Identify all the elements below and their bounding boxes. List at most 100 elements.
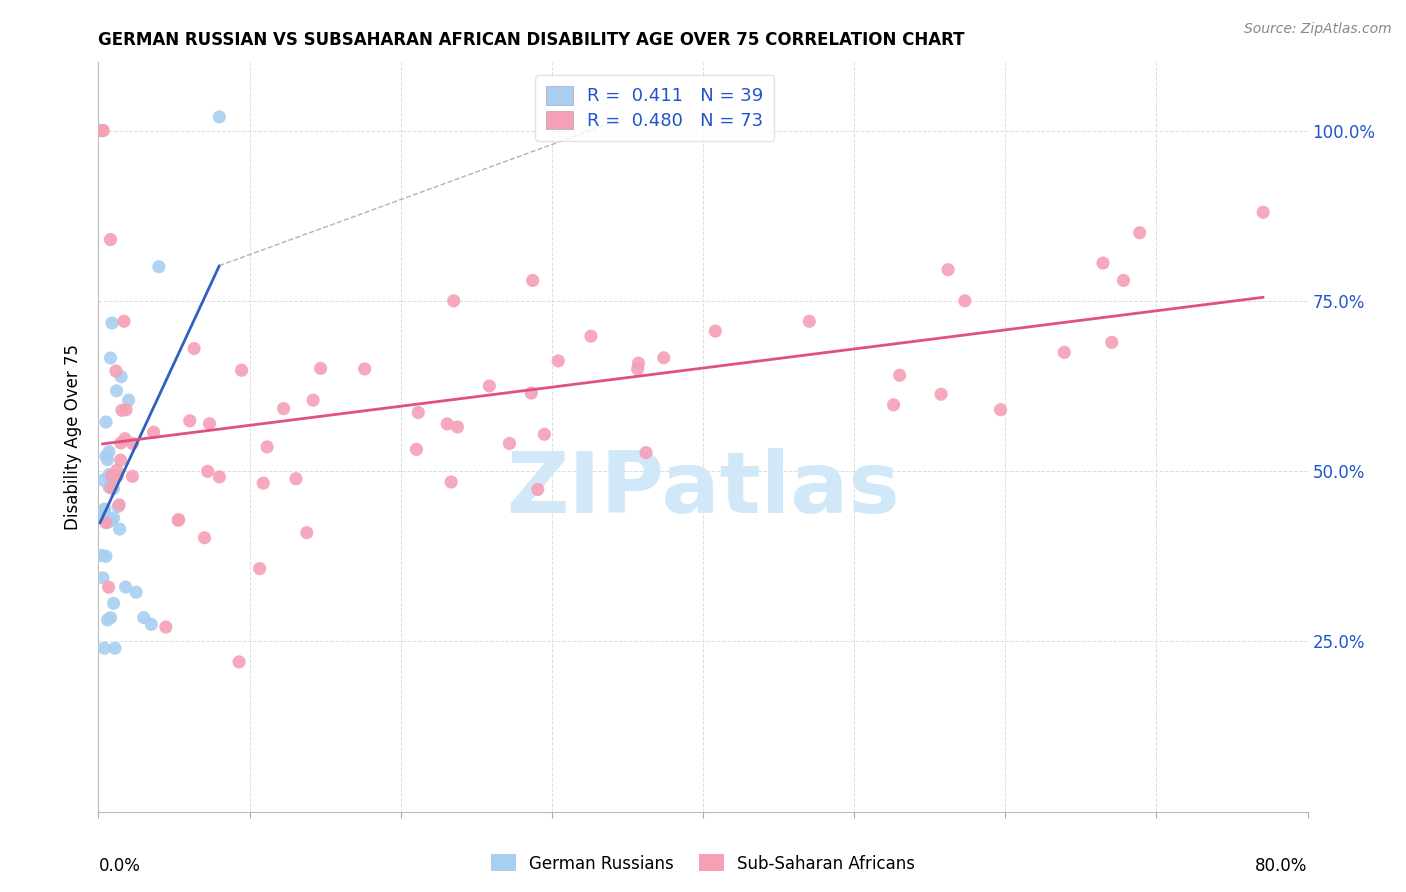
Text: 80.0%: 80.0% — [1256, 856, 1308, 875]
Point — [96, 613, 118, 627]
Point — [208, 110, 231, 124]
Point — [652, 351, 675, 365]
Point — [231, 363, 253, 377]
Point — [1251, 205, 1274, 219]
Point — [91, 473, 114, 487]
Point — [108, 498, 131, 512]
Point — [105, 384, 128, 398]
Point — [96, 514, 118, 528]
Point — [93, 641, 115, 656]
Point — [990, 402, 1012, 417]
Point — [627, 362, 650, 376]
Point — [94, 449, 117, 463]
Point — [100, 468, 122, 483]
Point — [103, 511, 125, 525]
Point — [443, 293, 465, 308]
Point — [155, 620, 177, 634]
Point — [94, 549, 117, 564]
Point — [440, 475, 463, 489]
Point — [107, 500, 129, 514]
Point — [110, 453, 132, 467]
Point — [100, 351, 122, 365]
Point — [256, 440, 278, 454]
Point — [953, 293, 976, 308]
Point — [1092, 256, 1115, 270]
Point — [100, 481, 122, 495]
Point — [110, 369, 132, 384]
Point — [1101, 335, 1123, 350]
Point — [98, 467, 121, 482]
Point — [302, 393, 325, 408]
Point — [883, 398, 905, 412]
Point — [547, 354, 569, 368]
Point — [889, 368, 911, 383]
Point — [167, 513, 190, 527]
Point — [93, 502, 115, 516]
Point — [94, 516, 117, 530]
Point — [114, 432, 136, 446]
Point — [96, 516, 118, 530]
Point — [285, 472, 308, 486]
Point — [634, 445, 657, 459]
Point — [405, 442, 427, 457]
Point — [520, 386, 543, 401]
Point — [96, 452, 118, 467]
Point — [90, 508, 112, 522]
Point — [105, 463, 128, 477]
Point — [929, 387, 952, 401]
Point — [273, 401, 295, 416]
Point — [436, 417, 458, 431]
Point — [104, 641, 127, 656]
Point — [141, 617, 163, 632]
Point — [498, 436, 520, 450]
Point — [148, 260, 170, 274]
Point — [197, 464, 219, 478]
Point — [112, 314, 135, 328]
Point — [132, 610, 155, 624]
Point — [936, 262, 959, 277]
Point — [1053, 345, 1076, 359]
Point — [1129, 226, 1152, 240]
Point — [522, 273, 544, 287]
Point — [228, 655, 250, 669]
Point — [105, 469, 128, 483]
Point — [121, 469, 143, 483]
Point — [104, 364, 127, 378]
Point — [100, 611, 122, 625]
Point — [98, 480, 121, 494]
Text: GERMAN RUSSIAN VS SUBSAHARAN AFRICAN DISABILITY AGE OVER 75 CORRELATION CHART: GERMAN RUSSIAN VS SUBSAHARAN AFRICAN DIS… — [98, 31, 965, 49]
Point — [108, 522, 131, 536]
Text: 0.0%: 0.0% — [98, 856, 141, 875]
Point — [208, 470, 231, 484]
Point — [100, 233, 122, 247]
Point — [533, 427, 555, 442]
Point — [142, 425, 165, 440]
Point — [799, 314, 821, 328]
Point — [100, 473, 122, 487]
Point — [406, 405, 429, 419]
Point — [121, 436, 143, 450]
Point — [103, 482, 125, 496]
Point — [91, 123, 114, 137]
Point — [193, 531, 215, 545]
Legend: R =  0.411   N = 39, R =  0.480   N = 73: R = 0.411 N = 39, R = 0.480 N = 73 — [534, 75, 775, 141]
Legend: German Russians, Sub-Saharan Africans: German Russians, Sub-Saharan Africans — [484, 847, 922, 880]
Point — [91, 571, 114, 585]
Point — [98, 444, 121, 458]
Point — [704, 324, 727, 338]
Point — [167, 513, 190, 527]
Point — [89, 123, 111, 137]
Point — [90, 549, 112, 563]
Point — [579, 329, 602, 343]
Point — [627, 356, 650, 370]
Text: Source: ZipAtlas.com: Source: ZipAtlas.com — [1244, 22, 1392, 37]
Y-axis label: Disability Age Over 75: Disability Age Over 75 — [65, 344, 83, 530]
Point — [101, 316, 124, 330]
Point — [183, 342, 205, 356]
Point — [110, 436, 132, 450]
Point — [94, 415, 117, 429]
Point — [111, 403, 134, 417]
Point — [94, 512, 117, 526]
Point — [295, 525, 318, 540]
Point — [93, 502, 115, 516]
